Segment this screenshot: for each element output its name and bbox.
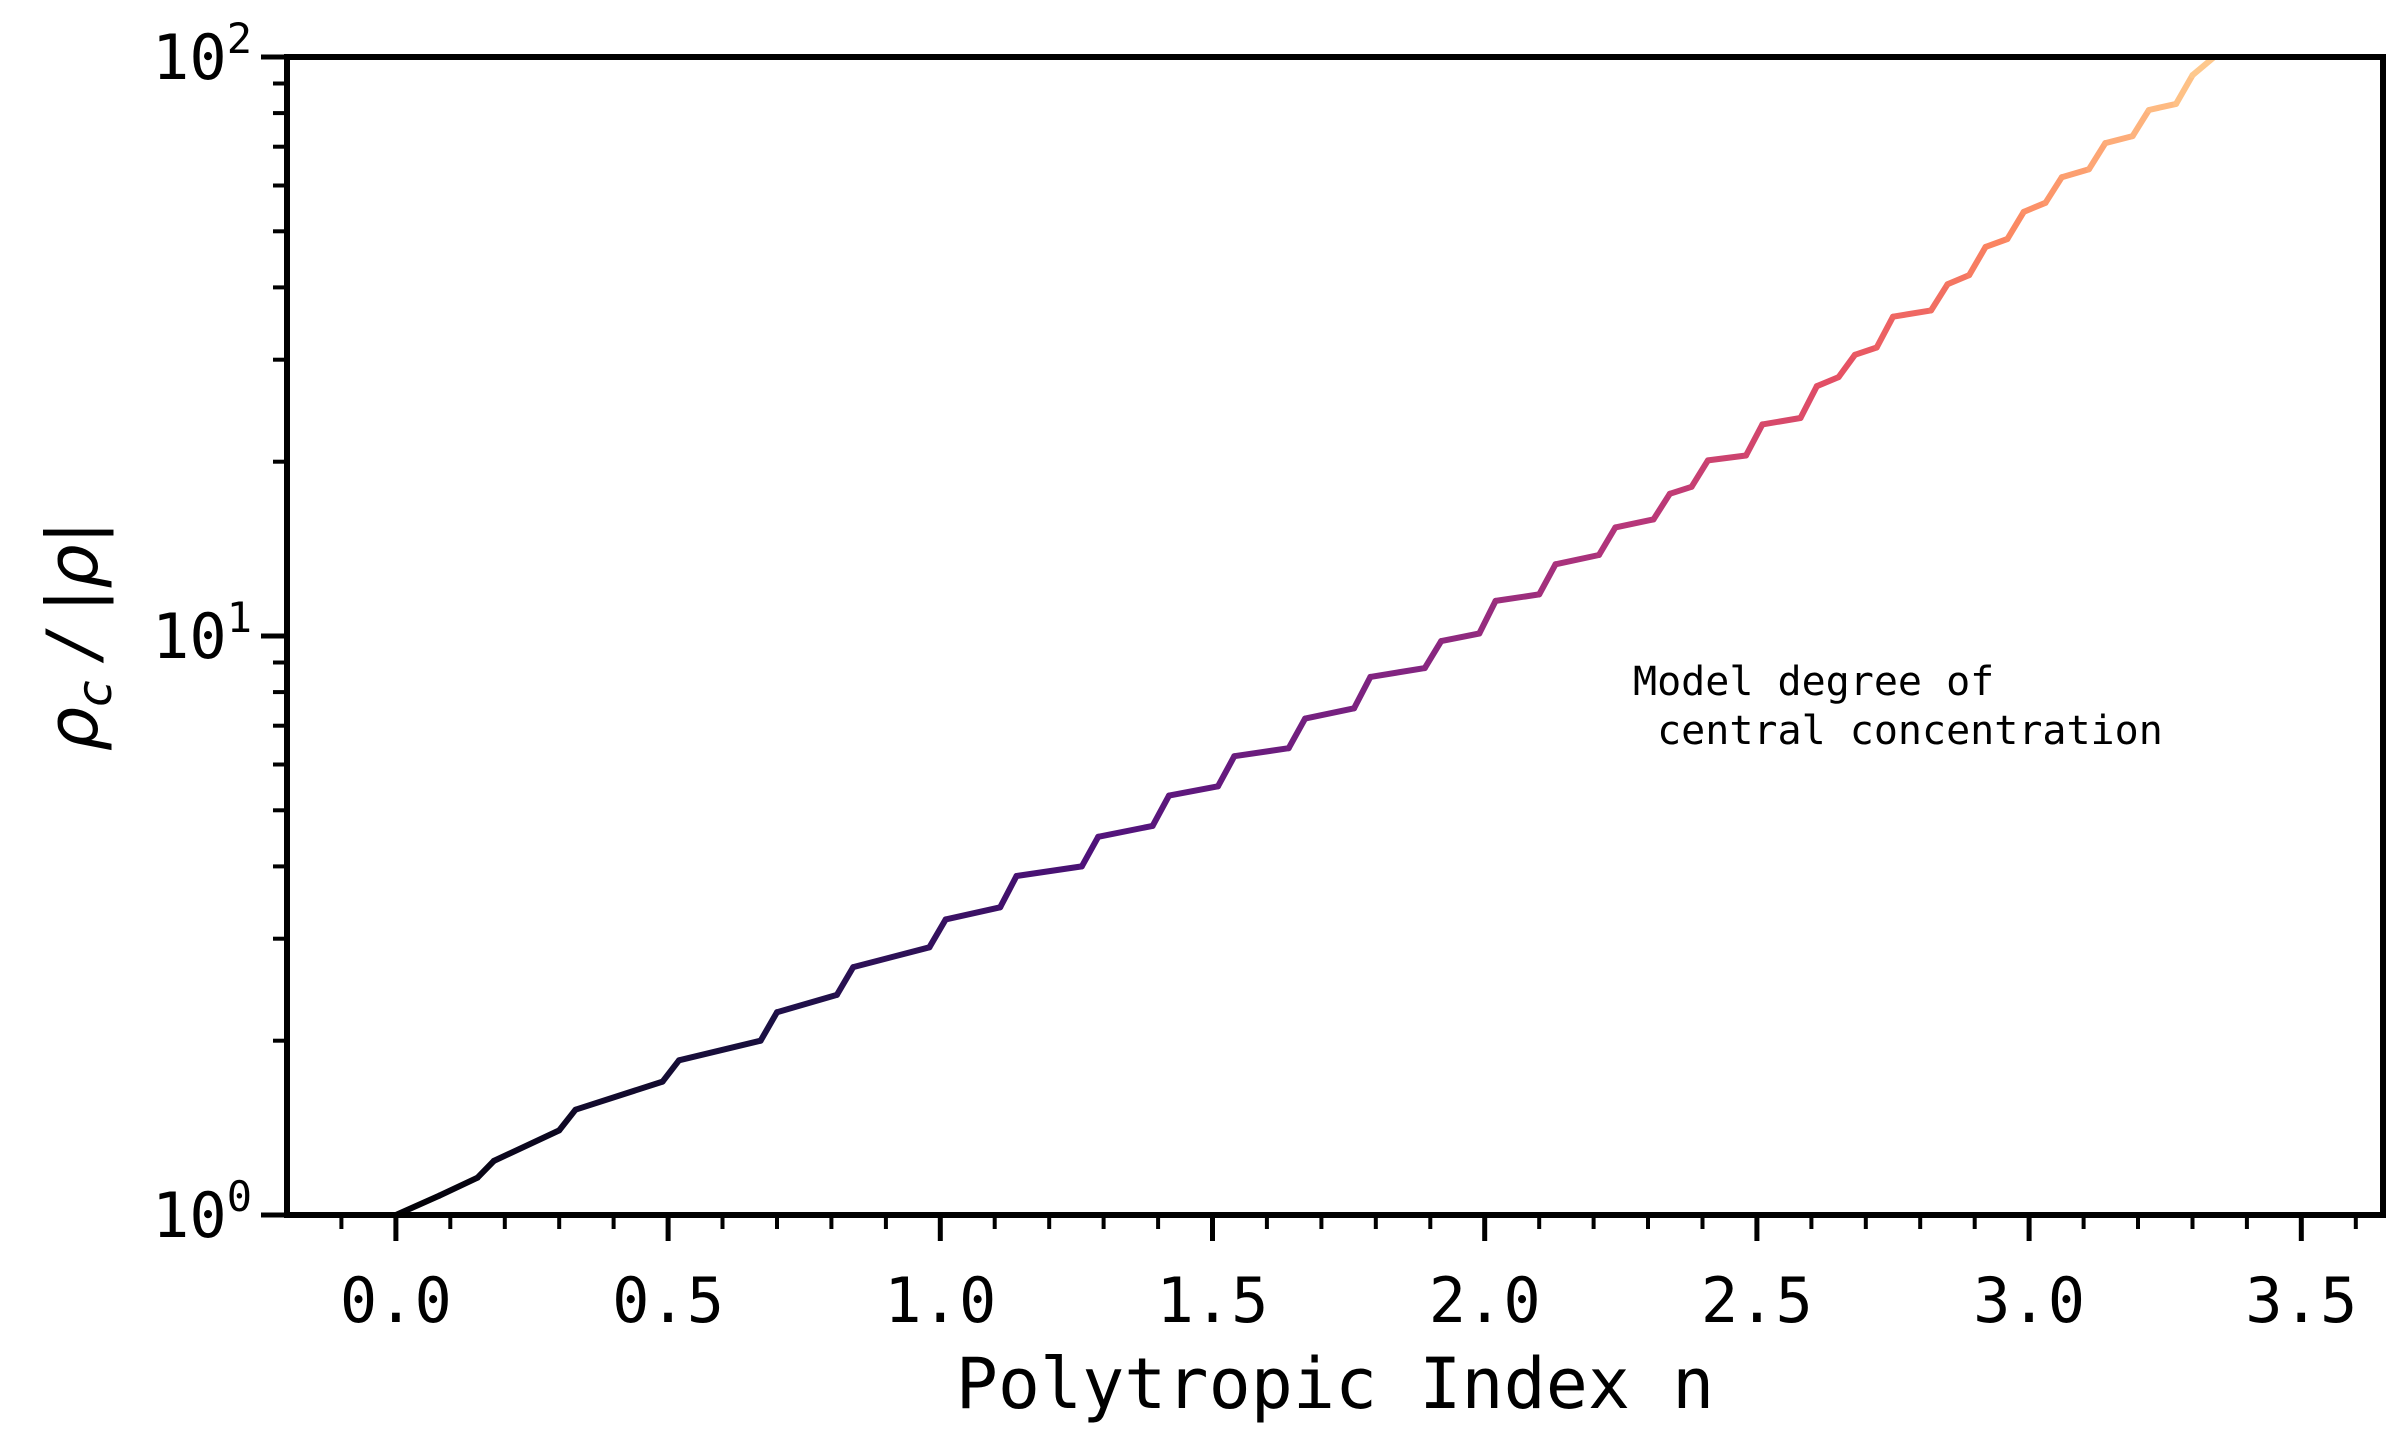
series-segment bbox=[2189, 54, 2218, 79]
series-segment bbox=[1612, 516, 1657, 531]
series-segment bbox=[1797, 383, 1820, 421]
x-axis-ticks: 0.0 0.5 1.0 1.5 2.0 2.5 3.0 3.5 bbox=[339, 1215, 2358, 1337]
series-segment bbox=[1536, 561, 1559, 598]
series-segment bbox=[1759, 415, 1804, 428]
series-segment bbox=[392, 1192, 443, 1218]
series-segment bbox=[1813, 374, 1842, 390]
y-axis-ticks: 100 101 102 bbox=[152, 14, 287, 1252]
series-segment bbox=[942, 904, 1004, 923]
series-segment bbox=[1078, 833, 1102, 870]
series-layer bbox=[392, 54, 2218, 1218]
x-tick-label: 1.0 bbox=[884, 1264, 996, 1337]
series-segment bbox=[757, 1009, 780, 1044]
series-segment bbox=[1231, 745, 1292, 760]
series-segment bbox=[1982, 236, 2011, 250]
series-segment bbox=[1873, 313, 1896, 351]
series-segment bbox=[1890, 307, 1935, 320]
series-segment bbox=[2129, 107, 2152, 140]
series-segment bbox=[1835, 351, 1858, 381]
x-tick-label: 3.0 bbox=[1973, 1264, 2085, 1337]
series-segment bbox=[436, 1174, 481, 1199]
y-tick-label: 101 bbox=[152, 593, 252, 673]
series-segment bbox=[1928, 281, 1951, 314]
x-axis-title: Polytropic Index n bbox=[956, 1343, 1715, 1425]
series-segment bbox=[2145, 100, 2180, 113]
series-segment bbox=[556, 1106, 579, 1134]
series-segment bbox=[1666, 483, 1695, 497]
series-segment bbox=[490, 1127, 563, 1164]
series-segment bbox=[1438, 630, 1483, 645]
x-tick-label: 1.5 bbox=[1157, 1264, 1269, 1337]
x-tick-label: 0.5 bbox=[612, 1264, 724, 1337]
series-segment bbox=[850, 944, 933, 971]
plot-frame bbox=[284, 54, 2386, 1218]
y-axis-title-rho: ρ bbox=[32, 707, 114, 751]
series-segment bbox=[1492, 591, 1543, 604]
series-segment bbox=[1596, 524, 1619, 558]
x-tick-label: 3.5 bbox=[2245, 1264, 2357, 1337]
series-segment bbox=[1367, 665, 1428, 680]
series-segment bbox=[1285, 715, 1309, 752]
series-segment bbox=[1302, 705, 1358, 722]
series-segment bbox=[2004, 208, 2027, 242]
series-segment bbox=[1095, 822, 1156, 840]
series-segment bbox=[1215, 753, 1238, 790]
x-tick-label: 2.0 bbox=[1429, 1264, 1541, 1337]
series-segment bbox=[2020, 199, 2049, 215]
series-segment bbox=[1166, 783, 1221, 799]
annotation-line-2: central concentration bbox=[1633, 708, 2163, 754]
series-segment bbox=[1944, 272, 1973, 288]
series-segment bbox=[474, 1157, 497, 1181]
series-segment bbox=[2086, 140, 2109, 173]
series-segment bbox=[1650, 490, 1673, 523]
series-segment bbox=[774, 991, 840, 1016]
y-tick-label: 102 bbox=[152, 14, 252, 94]
series-segment bbox=[2102, 133, 2136, 147]
series-segment bbox=[926, 916, 949, 951]
series-segment bbox=[1966, 243, 1989, 279]
series-segment bbox=[659, 1057, 682, 1085]
series-segment bbox=[2042, 174, 2065, 206]
series-segment bbox=[1476, 597, 1499, 637]
series-segment bbox=[1704, 452, 1749, 464]
series-segment bbox=[1013, 863, 1085, 879]
annotation-line-1: Model degree of bbox=[1633, 659, 1994, 705]
series-segment bbox=[1743, 421, 1766, 459]
series-segment bbox=[1552, 552, 1602, 568]
series-segment bbox=[2173, 72, 2196, 107]
y-axis-title-rest: / |ρ| bbox=[32, 521, 114, 681]
series-segment bbox=[1149, 792, 1172, 829]
series-segment bbox=[572, 1078, 666, 1113]
x-tick-label: 2.5 bbox=[1701, 1264, 1813, 1337]
x-tick-label: 0.0 bbox=[340, 1264, 452, 1337]
series-segment bbox=[1851, 344, 1880, 358]
series-segment bbox=[1351, 673, 1374, 712]
series-segment bbox=[1421, 638, 1445, 672]
series-segment bbox=[2058, 166, 2092, 181]
series-segment bbox=[676, 1037, 764, 1064]
y-tick-label: 100 bbox=[152, 1172, 252, 1252]
y-axis-title-subscript: c bbox=[67, 680, 123, 706]
series-segment bbox=[997, 873, 1020, 911]
series-segment bbox=[1688, 457, 1711, 490]
series-segment bbox=[833, 964, 857, 998]
y-axis-title: ρc / |ρ| bbox=[32, 521, 123, 752]
